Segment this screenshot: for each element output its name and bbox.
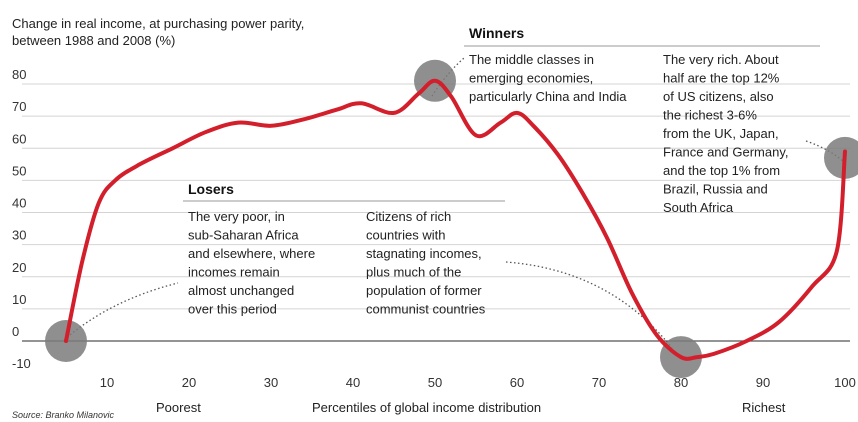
- winners-rich-text-line: The very rich. About: [663, 52, 779, 67]
- x-tick-label: 30: [264, 375, 278, 390]
- rich-countries-text-line: population of former: [366, 283, 482, 298]
- x-tick-label: 100: [834, 375, 856, 390]
- losers-text-line: sub-Saharan Africa: [188, 228, 299, 243]
- x-tick-label: 60: [510, 375, 524, 390]
- losers-text-line: over this period: [188, 302, 277, 317]
- y-tick-label: 40: [12, 196, 26, 211]
- y-tick-labels: -10 0 10 20 30 40 50 60 70 80: [12, 67, 31, 371]
- annotation-leader: [63, 282, 179, 341]
- x-tick-label: 90: [756, 375, 770, 390]
- losers-text-line: and elsewhere, where: [188, 246, 315, 261]
- y-tick-label: 0: [12, 324, 19, 339]
- winners-heading: Winners: [469, 25, 524, 41]
- rich-countries-text-line: countries with: [366, 228, 445, 243]
- y-tick-label: -10: [12, 356, 31, 371]
- losers-heading: Losers: [188, 181, 234, 197]
- x-end-label-poorest: Poorest: [156, 400, 201, 415]
- x-tick-label: 10: [100, 375, 114, 390]
- x-tick-label: 50: [428, 375, 442, 390]
- losers-text-line: almost unchanged: [188, 283, 294, 298]
- y-tick-label: 80: [12, 67, 26, 82]
- rich-countries-text: Citizens of rich countries with stagnating…: [366, 209, 486, 317]
- rich-countries-text-line: plus much of the: [366, 265, 461, 280]
- winners-rich-text-line: South Africa: [663, 200, 734, 215]
- winners-middle-text: The middle classes in emerging economies,…: [469, 52, 627, 104]
- losers-text: The very poor, in sub-Saharan Africa and e…: [188, 209, 315, 317]
- x-end-label-richest: Richest: [742, 400, 786, 415]
- winners-rich-text-line: of US citizens, also: [663, 89, 774, 104]
- y-tick-label: 20: [12, 260, 26, 275]
- x-tick-label: 20: [182, 375, 196, 390]
- annotation-leader: [505, 261, 673, 349]
- x-tick-label: 70: [592, 375, 606, 390]
- winners-middle-text-line: particularly China and India: [469, 89, 627, 104]
- winners-rich-text-line: France and Germany,: [663, 145, 788, 160]
- winners-rich-text-line: half are the top 12%: [663, 71, 780, 86]
- winners-rich-text-line: from the UK, Japan,: [663, 126, 779, 141]
- x-tick-label: 40: [346, 375, 360, 390]
- x-tick-labels: 10 20 30 40 50 60 70 80 90 100: [100, 375, 856, 390]
- chart-title-line-1: Change in real income, at purchasing pow…: [12, 16, 304, 31]
- highlight-circle: [824, 136, 858, 179]
- y-tick-label: 60: [12, 131, 26, 146]
- y-tick-label: 70: [12, 99, 26, 114]
- y-tick-label: 30: [12, 228, 26, 243]
- winners-rich-text-line: Brazil, Russia and: [663, 182, 768, 197]
- y-tick-label: 50: [12, 163, 26, 178]
- income-growth-line: [64, 78, 847, 361]
- winners-rich-text: The very rich. About half are the top 12%…: [663, 52, 788, 215]
- winners-rich-text-line: the richest 3-6%: [663, 108, 757, 123]
- source-note: Source: Branko Milanovic: [12, 410, 115, 420]
- rich-countries-text-line: stagnating incomes,: [366, 246, 482, 261]
- x-tick-label: 80: [674, 375, 688, 390]
- rich-countries-text-line: Citizens of rich: [366, 209, 451, 224]
- winners-middle-text-line: emerging economies,: [469, 71, 593, 86]
- series-layer: [64, 78, 847, 361]
- rich-countries-text-line: communist countries: [366, 302, 486, 317]
- chart-title-line-2: between 1988 and 2008 (%): [12, 33, 175, 48]
- winners-middle-text-line: The middle classes in: [469, 52, 594, 67]
- losers-text-line: The very poor, in: [188, 209, 285, 224]
- winners-rich-text-line: and the top 1% from: [663, 163, 780, 178]
- y-tick-label: 10: [12, 292, 26, 307]
- x-axis-label: Percentiles of global income distributio…: [312, 400, 541, 415]
- losers-text-line: incomes remain: [188, 265, 280, 280]
